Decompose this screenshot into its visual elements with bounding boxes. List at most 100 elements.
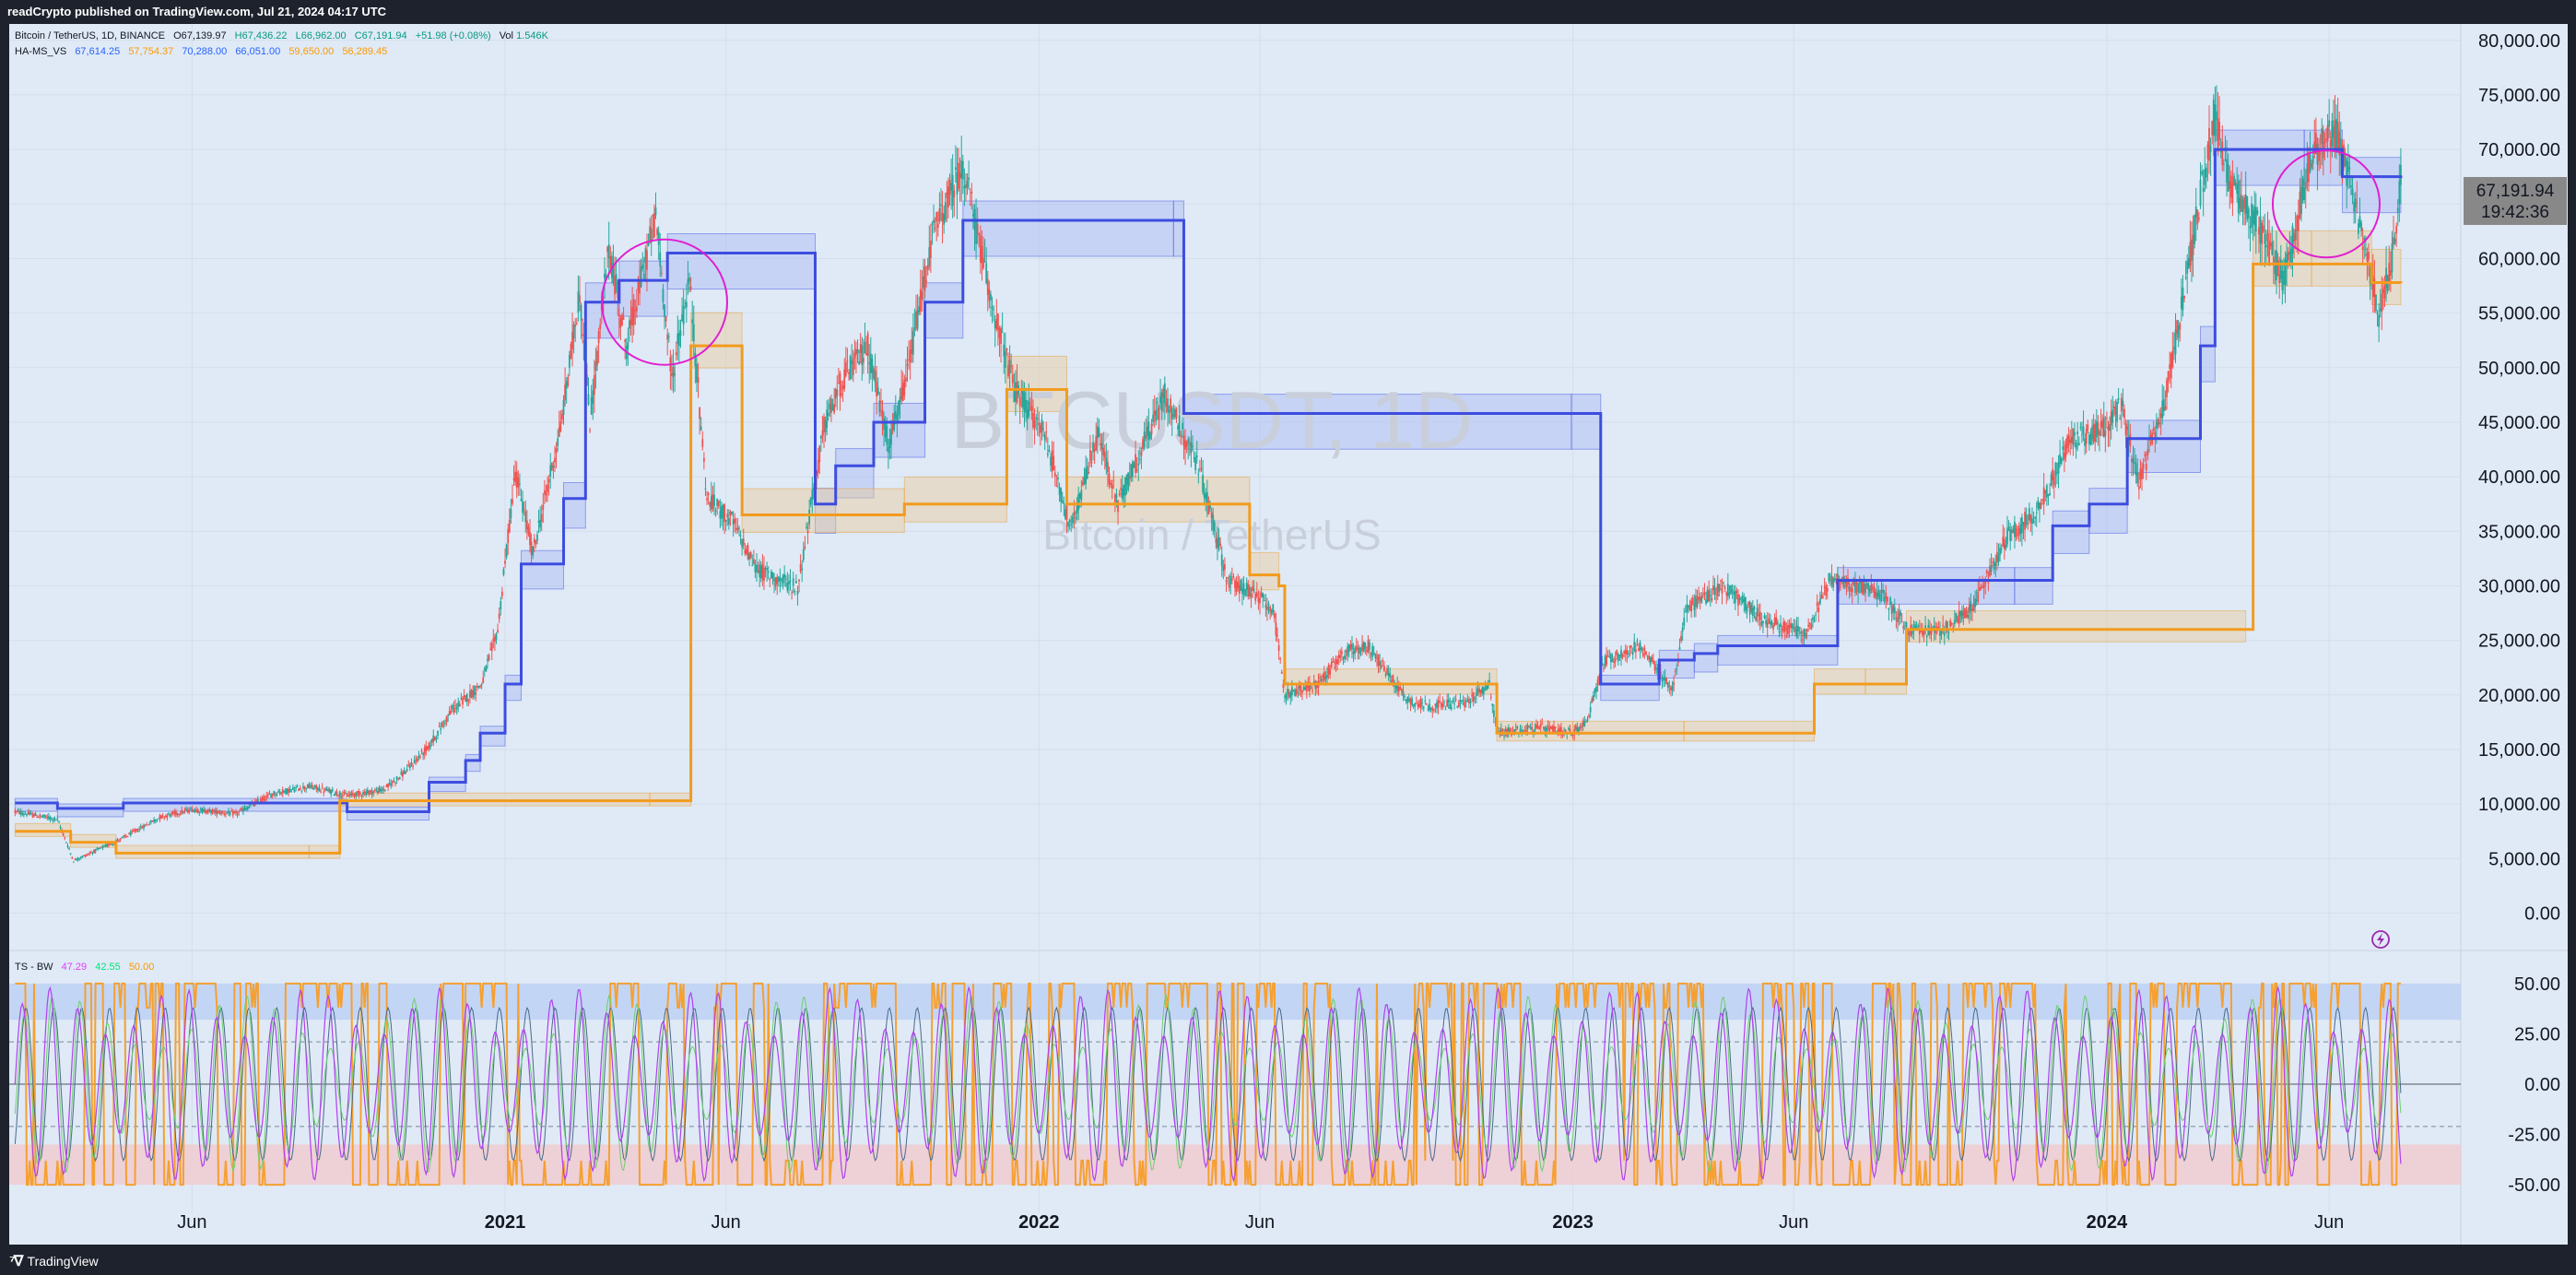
chart-area[interactable]: BTCUSDT, 1D Bitcoin / TetherUS 80,000.00… [9, 24, 2568, 1245]
candle-body [1659, 672, 1662, 675]
candle-body [195, 809, 198, 813]
candle-body [2231, 183, 2234, 204]
candle-body [590, 396, 593, 415]
candle-body [1241, 587, 1243, 595]
candle-body [909, 349, 912, 363]
candle-body [1978, 587, 1981, 591]
candle-body [2221, 141, 2224, 166]
candle-body [1362, 641, 1365, 652]
candle-body [545, 492, 547, 496]
candle-body [96, 848, 99, 850]
candle-body [2314, 133, 2317, 155]
oscillator-legend[interactable]: TS - BW 47.29 42.55 50.00 [15, 962, 154, 973]
candle-body [862, 358, 865, 363]
candle-body [1583, 722, 1586, 726]
candle-body [2194, 207, 2197, 218]
candle-body [1439, 700, 1441, 702]
candle-body [1591, 698, 1594, 703]
candle-body [1155, 409, 1158, 422]
candle-body [126, 836, 129, 838]
symbol-legend[interactable]: Bitcoin / TetherUS, 1D, BINANCE O67,139.… [15, 30, 549, 41]
candle-body [529, 532, 531, 546]
indicator-legend[interactable]: HA-MS_VS 67,614.25 57,754.37 70,288.00 6… [15, 46, 387, 57]
candle-body [1743, 598, 1746, 602]
candle-body [1088, 449, 1091, 462]
candle-body [1111, 484, 1113, 490]
candle-body [1676, 662, 1679, 664]
candle-body [2389, 270, 2392, 276]
high-zone-box [2126, 419, 2201, 474]
candle-body [387, 783, 389, 787]
low-zone-box [1683, 720, 1815, 742]
candle-body [2180, 296, 2182, 309]
candle-body [263, 796, 265, 801]
candle-body [86, 855, 88, 856]
candle-body [1255, 592, 1258, 597]
lightning-alert-icon[interactable] [2371, 930, 2390, 949]
candle-body [981, 245, 983, 264]
candle-body [547, 478, 550, 483]
candle-body [1096, 426, 1099, 439]
high-zone-box [1693, 643, 1719, 673]
candle-body [1234, 580, 1236, 589]
candle-body [2116, 401, 2118, 422]
candle-body [2028, 508, 2030, 520]
candle-body [1965, 610, 1968, 617]
candle-body [869, 353, 872, 373]
candle-body [37, 817, 40, 819]
current-price: 67,191.94 [2476, 182, 2555, 201]
candle-body [1918, 628, 1921, 634]
candle-body [794, 581, 797, 584]
candle-body [1323, 672, 1325, 681]
candle-body [2042, 487, 2045, 505]
candle-body [223, 813, 226, 815]
tradingview-logo[interactable]: ⁷ᐁ TradingView [9, 1252, 99, 1270]
candle-body [255, 800, 258, 802]
candle-body [1180, 435, 1182, 437]
candle-body [2187, 258, 2190, 269]
candle-body [1616, 650, 1618, 655]
candle-body [1007, 365, 1009, 377]
candle-body [612, 263, 615, 284]
candle-body [488, 655, 490, 660]
price-chart[interactable]: BTCUSDT, 1D Bitcoin / TetherUS 80,000.00… [9, 24, 2568, 1245]
candle-body [200, 808, 202, 810]
candle-body [2241, 199, 2244, 212]
candle-body [1078, 493, 1081, 499]
candle-body [1327, 665, 1330, 675]
candle-body [912, 331, 914, 355]
candle-body [2333, 125, 2335, 138]
candle-body [1412, 704, 1415, 706]
candle-body [864, 341, 866, 354]
candle-body [1775, 617, 1778, 625]
candle-body [500, 591, 503, 596]
y-tick-label: 75,000.00 [2478, 86, 2560, 106]
candle-body [689, 286, 692, 290]
candle-body [1825, 584, 1828, 596]
candle-body [660, 272, 663, 274]
candle-body [2107, 426, 2110, 431]
candle-body [1886, 596, 1888, 602]
candle-body [455, 706, 458, 710]
high-zone-box [56, 803, 124, 818]
candle-body [1713, 587, 1716, 596]
candle-body [1248, 586, 1251, 596]
candle-body [662, 289, 665, 302]
high-zone-box [465, 753, 481, 773]
candle-body [1798, 627, 1801, 629]
candle-body [260, 798, 262, 802]
candle-body [2117, 397, 2120, 400]
candle-body [512, 499, 513, 504]
candle-body [723, 504, 725, 523]
candle-body [1937, 627, 1940, 629]
candle-body [29, 812, 31, 815]
candle-body [1759, 611, 1761, 620]
candle-body [691, 319, 694, 324]
candle-body [717, 501, 720, 507]
candle-body [330, 789, 333, 795]
candle-body [394, 782, 396, 784]
candle-body [249, 804, 252, 806]
candle-body [2082, 426, 2085, 434]
candle-body [448, 710, 451, 716]
candle-body [938, 207, 941, 222]
